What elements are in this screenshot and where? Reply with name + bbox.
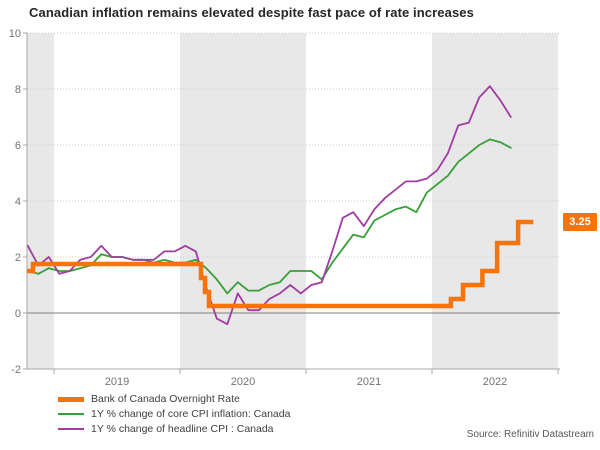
legend-row-core-cpi: 1Y % change of core CPI inflation: Canad… (58, 407, 290, 421)
core-cpi-swatch (58, 413, 84, 415)
legend-row-headline-cpi: 1Y % change of headline CPI : Canada (58, 422, 290, 436)
year-shading-band (27, 33, 54, 369)
x-year-label: 2019 (105, 376, 129, 388)
legend-row-overnight-rate: Bank of Canada Overnight Rate (58, 392, 290, 406)
headline-cpi-line (26, 85, 512, 326)
legend-label-overnight-rate: Bank of Canada Overnight Rate (91, 393, 240, 405)
x-year-label: 2021 (357, 376, 381, 388)
y-tick-label: 4 (15, 196, 21, 208)
last-value-badge: 3.25 (563, 213, 597, 231)
chart-title: Canadian inflation remains elevated desp… (29, 5, 474, 20)
y-tick-label: 6 (15, 140, 21, 152)
overnight-rate-swatch (58, 396, 84, 402)
legend-label-core-cpi: 1Y % change of core CPI inflation: Canad… (91, 408, 291, 420)
x-year-label: 2020 (231, 376, 255, 388)
y-tick-label: 0 (15, 308, 21, 320)
source-note: Source: Refinitiv Datastream (466, 429, 594, 440)
legend-label-headline-cpi: 1Y % change of headline CPI : Canada (91, 423, 274, 435)
y-tick-label: -2 (11, 364, 21, 376)
y-tick-label: 8 (15, 84, 21, 96)
overnight-rate-line (27, 219, 534, 309)
x-year-label: 2022 (483, 376, 507, 388)
core-cpi-line (26, 138, 512, 295)
y-tick-label: 10 (9, 28, 21, 40)
legend: Bank of Canada Overnight Rate 1Y % chang… (58, 392, 290, 436)
y-tick-label: 2 (15, 252, 21, 264)
headline-cpi-swatch (58, 428, 84, 430)
